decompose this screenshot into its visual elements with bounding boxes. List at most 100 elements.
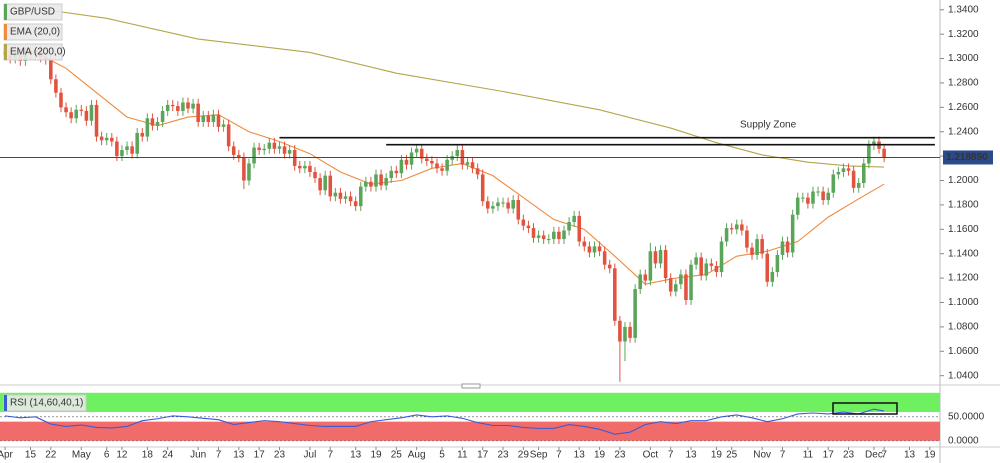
candle-body — [399, 159, 404, 174]
candle-body — [501, 202, 505, 204]
candle-body — [160, 110, 165, 122]
candle-body — [780, 241, 785, 255]
candle-body — [252, 147, 256, 164]
candle-body — [724, 228, 729, 242]
candle-body — [562, 230, 566, 240]
candle-body — [140, 132, 145, 137]
candle-body — [308, 165, 312, 172]
highlight-box — [832, 402, 898, 415]
candle-body — [486, 201, 490, 209]
candle-body — [546, 239, 551, 241]
candle-body — [247, 163, 251, 181]
candle-body — [231, 146, 236, 155]
candle-body — [394, 170, 399, 174]
y-tick-label: 50.0000 — [948, 411, 985, 422]
x-tick-label: 29 — [518, 450, 530, 461]
candle-body — [206, 115, 211, 122]
x-tick-label: 13 — [904, 450, 916, 461]
candle-body — [790, 214, 795, 253]
candle-body — [836, 171, 841, 175]
divider-handle[interactable] — [461, 383, 481, 389]
candle-body — [694, 257, 698, 265]
candle-body — [89, 104, 94, 121]
candle-body — [343, 196, 348, 199]
candle-body — [867, 145, 871, 164]
x-tick-label: 17 — [254, 450, 266, 461]
candle-body — [628, 326, 632, 338]
candle-body — [480, 174, 485, 202]
candle-body — [607, 264, 612, 269]
candle-body — [130, 146, 134, 154]
candle-body — [445, 159, 449, 171]
y-tick-label: 1.3000 — [948, 53, 979, 64]
x-tick-label: 7 — [881, 450, 887, 461]
candle-body — [816, 191, 820, 193]
candle-body — [623, 326, 627, 342]
candle-body — [110, 137, 114, 142]
candle-body — [94, 104, 99, 137]
x-tick-label: 13 — [574, 450, 586, 461]
candle-body — [658, 250, 663, 264]
x-tick-label: Jul — [304, 450, 317, 461]
x-tick-label: 7 — [327, 450, 333, 461]
candle-body — [491, 206, 495, 209]
candle-body — [170, 104, 175, 107]
candle-body — [795, 197, 800, 215]
candle-body — [719, 241, 724, 273]
candle-body — [587, 246, 592, 253]
x-tick-label: 18 — [142, 450, 154, 461]
candle-body — [653, 251, 658, 264]
candle-body — [531, 228, 536, 238]
candle-body — [613, 268, 617, 321]
candle-body — [582, 241, 587, 247]
y-tick-label: 1.2600 — [948, 102, 979, 113]
candle-body — [750, 247, 754, 255]
x-tick-label: 23 — [274, 450, 286, 461]
candle-body — [313, 171, 317, 179]
candle-body — [663, 250, 668, 279]
x-tick-label: Apr — [0, 450, 14, 461]
x-tick-label: 5 — [439, 450, 445, 461]
y-tick-label: 1.1400 — [948, 248, 979, 259]
candle-body — [851, 170, 856, 188]
x-tick-label: 19 — [594, 450, 606, 461]
x-tick-label: 15 — [25, 450, 37, 461]
candle-body — [64, 107, 68, 113]
candle-body — [125, 146, 129, 151]
candle-body — [409, 152, 414, 165]
candle-body — [745, 230, 749, 248]
candle-body — [740, 224, 744, 231]
candle-body — [552, 231, 556, 240]
y-tick-label: 1.0800 — [948, 322, 979, 333]
candle-body — [84, 110, 89, 121]
candle-body — [120, 150, 124, 157]
price-label-box — [943, 150, 993, 165]
candle-body — [709, 263, 714, 266]
indicator-line — [45, 9, 885, 168]
candle-body — [74, 109, 78, 119]
x-tick-label: 13 — [233, 450, 245, 461]
candle-body — [633, 289, 637, 338]
legend-swatch — [4, 44, 7, 60]
candle-body — [882, 148, 886, 158]
candle-body — [496, 202, 500, 207]
candle-body — [201, 115, 206, 122]
candle-body — [872, 141, 876, 146]
x-tick-label: 23 — [614, 450, 626, 461]
candle-body — [475, 168, 480, 175]
candle-body — [435, 163, 439, 169]
candle-body — [115, 141, 119, 157]
candle-body — [536, 235, 541, 238]
candle-body — [287, 150, 292, 154]
candle-body — [358, 186, 363, 207]
candle-body — [364, 181, 368, 187]
candle-body — [684, 274, 688, 301]
x-tick-label: 17 — [823, 450, 835, 461]
candle-body — [333, 192, 338, 197]
candle-body — [806, 197, 810, 204]
candle-body — [572, 215, 576, 222]
candle-body — [821, 191, 825, 201]
candle-body — [277, 146, 282, 149]
